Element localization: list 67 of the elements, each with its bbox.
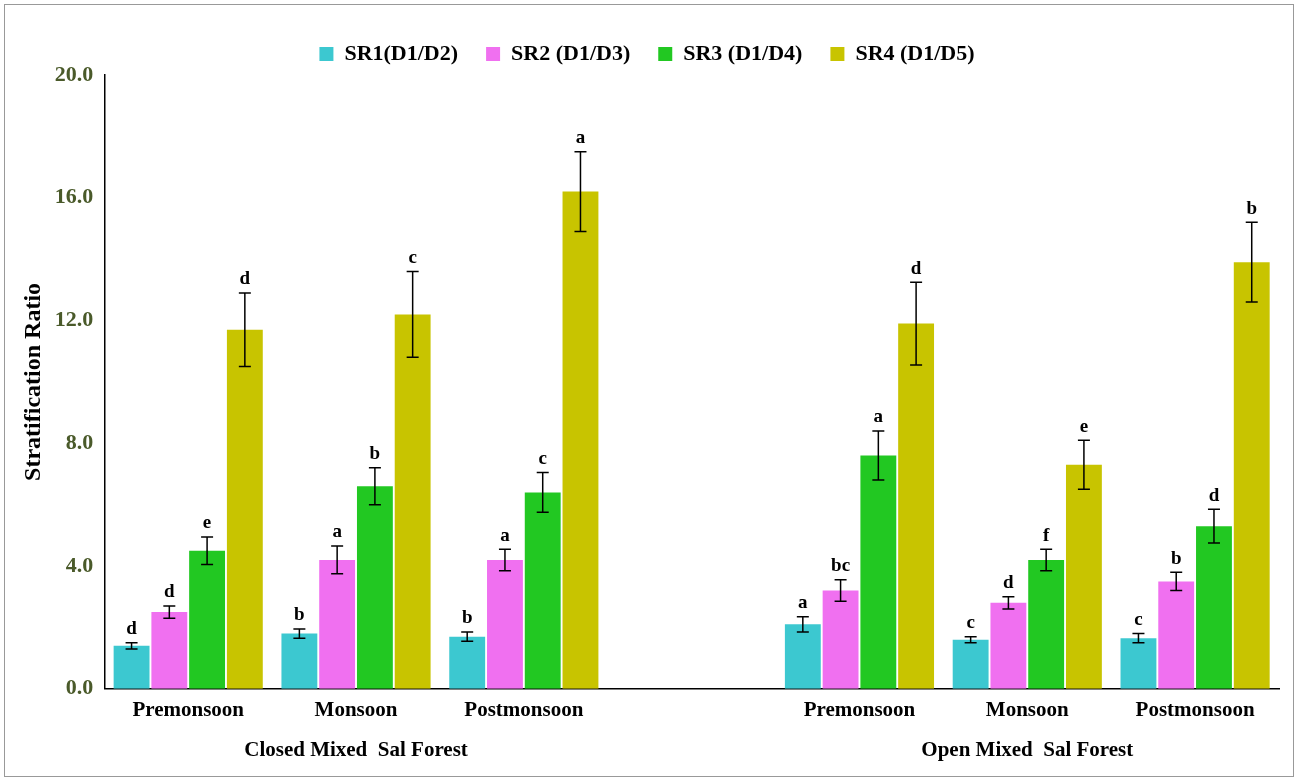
x-tick-label: Monsoon bbox=[314, 696, 398, 721]
data-label: b bbox=[1246, 196, 1258, 218]
legend-label: SR1(D1/D2) bbox=[344, 39, 459, 65]
data-label: c bbox=[966, 611, 975, 633]
x-tick-label: Postmonsoon bbox=[1135, 696, 1255, 721]
data-label: e bbox=[1079, 414, 1089, 436]
bar bbox=[952, 639, 989, 689]
data-label: b bbox=[294, 603, 305, 625]
x-tick-label: Premonsoon bbox=[132, 696, 245, 721]
data-label: a bbox=[500, 523, 511, 545]
data-label: e bbox=[202, 511, 212, 533]
bar bbox=[860, 455, 897, 689]
data-label: a bbox=[575, 126, 586, 148]
bar bbox=[822, 590, 859, 689]
bar bbox=[356, 486, 393, 689]
legend-label: SR2 (D1/D3) bbox=[511, 39, 631, 65]
bar bbox=[1196, 526, 1232, 689]
data-label: b bbox=[461, 606, 473, 628]
bar bbox=[449, 636, 486, 689]
data-label: a bbox=[873, 405, 884, 427]
bar bbox=[1120, 638, 1157, 689]
y-tick-label: 0.0 bbox=[65, 674, 94, 700]
y-tick-label: 12.0 bbox=[54, 306, 94, 332]
bar bbox=[562, 191, 599, 689]
y-tick-label: 16.0 bbox=[54, 183, 94, 209]
x-tick-label: Premonsoon bbox=[803, 696, 916, 721]
data-label: bc bbox=[831, 554, 851, 576]
y-tick-label: 4.0 bbox=[65, 551, 94, 577]
bar bbox=[1065, 464, 1102, 689]
legend-label: SR4 (D1/D5) bbox=[855, 39, 975, 65]
bar bbox=[1028, 559, 1065, 689]
data-label: d bbox=[1003, 571, 1015, 593]
data-label: d bbox=[239, 267, 251, 289]
data-label: d bbox=[164, 580, 176, 602]
data-label: c bbox=[538, 446, 547, 468]
bar bbox=[524, 492, 561, 689]
legend-label: SR3 (D1/D4) bbox=[683, 39, 803, 65]
bar bbox=[226, 329, 263, 689]
text: Open Mixed Sal Forest bbox=[921, 736, 1134, 761]
bar bbox=[898, 323, 935, 689]
x-tick-label: Monsoon bbox=[985, 696, 1070, 721]
y-tick-label: 20.0 bbox=[54, 60, 94, 86]
text: Closed Mixed Sal Forest bbox=[244, 736, 468, 761]
data-label: d bbox=[1208, 483, 1220, 505]
bar bbox=[990, 602, 1027, 689]
data-label: c bbox=[408, 245, 417, 267]
bar bbox=[487, 559, 523, 689]
data-label: f bbox=[1042, 523, 1050, 545]
bar bbox=[189, 550, 226, 689]
data-label: d bbox=[910, 256, 922, 278]
bar bbox=[319, 559, 356, 689]
bar bbox=[784, 624, 821, 689]
data-label: a bbox=[798, 591, 809, 613]
data-label: c bbox=[1134, 607, 1143, 629]
y-tick-label: 8.0 bbox=[65, 428, 94, 454]
y-axis-title: Stratification Ratio bbox=[18, 282, 45, 481]
data-label: b bbox=[1170, 546, 1182, 568]
data-label: d bbox=[126, 617, 138, 639]
data-label: a bbox=[332, 520, 343, 542]
bar bbox=[1233, 262, 1270, 689]
x-tick-label: Postmonsoon bbox=[464, 696, 584, 721]
bar bbox=[281, 633, 318, 689]
bar bbox=[1158, 581, 1195, 689]
bar bbox=[394, 314, 431, 689]
bar bbox=[113, 645, 150, 689]
bar bbox=[151, 612, 188, 689]
data-label: b bbox=[369, 442, 381, 464]
